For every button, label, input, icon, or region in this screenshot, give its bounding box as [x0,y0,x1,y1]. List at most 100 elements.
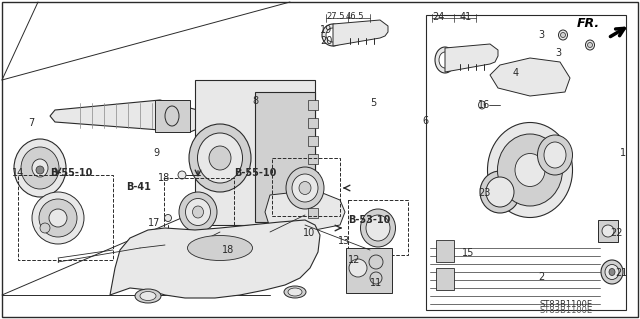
Text: 1: 1 [620,148,626,158]
Ellipse shape [32,159,48,177]
Bar [164,178,234,243]
Ellipse shape [360,209,396,247]
Bar [346,248,392,293]
Ellipse shape [326,28,340,42]
Text: ST83B1100E: ST83B1100E [540,306,593,315]
Ellipse shape [497,134,563,206]
Text: 18: 18 [158,173,170,183]
Text: 3: 3 [538,30,544,40]
Ellipse shape [299,182,311,195]
Ellipse shape [439,52,451,68]
Text: 10: 10 [303,228,316,238]
Text: 9: 9 [153,148,159,158]
Ellipse shape [188,235,253,261]
Bar [308,118,318,128]
Text: 3: 3 [555,48,561,58]
Ellipse shape [538,135,573,175]
Text: 24: 24 [432,12,444,22]
Text: 8: 8 [252,96,258,106]
Ellipse shape [165,106,179,126]
Polygon shape [110,220,320,298]
Ellipse shape [349,259,367,277]
Text: B-55-10: B-55-10 [50,168,92,178]
Bar [308,208,318,218]
Text: 46.5: 46.5 [346,12,365,21]
Ellipse shape [36,166,44,174]
Ellipse shape [366,215,390,241]
Polygon shape [490,58,570,96]
Ellipse shape [486,177,514,207]
Bar [308,154,318,164]
Text: 13: 13 [338,236,350,246]
Text: FR.: FR. [577,17,600,30]
Ellipse shape [39,199,77,237]
Bar [155,100,190,132]
Text: 27.5: 27.5 [326,12,344,21]
Ellipse shape [586,40,595,50]
Bar [308,190,318,200]
Polygon shape [333,20,388,46]
Text: 41: 41 [460,12,472,22]
Bar [436,268,454,290]
Text: 20: 20 [320,36,332,46]
Ellipse shape [488,122,573,218]
Ellipse shape [179,192,217,232]
Text: 2: 2 [538,272,544,282]
Ellipse shape [609,269,615,276]
Polygon shape [265,190,345,230]
Ellipse shape [561,33,566,38]
Ellipse shape [602,225,614,237]
Ellipse shape [601,260,623,284]
Ellipse shape [292,174,318,202]
Ellipse shape [479,101,486,109]
Text: 4: 4 [513,68,519,78]
Polygon shape [50,100,210,132]
Ellipse shape [209,146,231,170]
Text: 17: 17 [148,218,161,228]
Ellipse shape [559,30,568,40]
Bar [426,15,626,310]
Bar [348,200,408,255]
Text: B-53-10: B-53-10 [348,215,390,225]
Ellipse shape [515,153,545,187]
Ellipse shape [288,288,302,296]
Ellipse shape [322,24,344,46]
Text: B-41: B-41 [126,182,151,192]
Ellipse shape [140,292,156,300]
Ellipse shape [605,264,619,279]
Ellipse shape [480,171,520,213]
Text: B-55-10: B-55-10 [234,168,276,178]
Text: 15: 15 [462,248,474,258]
Polygon shape [445,44,498,72]
Text: ST83B1100E: ST83B1100E [540,300,593,309]
Bar [598,220,618,242]
Bar [272,158,340,216]
Text: 16: 16 [478,100,490,110]
Ellipse shape [284,286,306,298]
Ellipse shape [544,142,566,168]
Ellipse shape [588,42,593,48]
Text: 21: 21 [615,268,627,278]
Ellipse shape [435,47,455,73]
Bar [255,92,315,222]
Ellipse shape [21,147,59,189]
Text: 14: 14 [12,168,24,178]
Bar [195,80,315,225]
Bar [308,100,318,110]
Ellipse shape [286,167,324,209]
Ellipse shape [14,139,66,197]
Text: 12: 12 [348,255,360,265]
Text: 6: 6 [422,116,428,126]
Text: 5: 5 [370,98,376,108]
Text: 22: 22 [610,228,623,238]
Ellipse shape [186,198,211,226]
Ellipse shape [189,124,251,192]
Text: 23: 23 [478,188,490,198]
Ellipse shape [164,214,172,221]
Ellipse shape [40,223,50,233]
Bar [308,172,318,182]
Ellipse shape [369,255,383,269]
Text: 18: 18 [222,245,234,255]
Ellipse shape [193,206,204,218]
Ellipse shape [32,192,84,244]
